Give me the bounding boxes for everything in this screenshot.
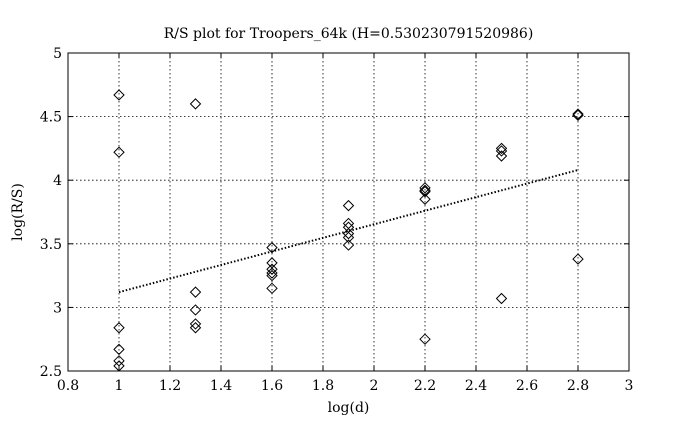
y-tick-label: 3.5 — [40, 237, 62, 253]
data-point-diamond — [189, 304, 202, 316]
data-point-diamond — [419, 185, 431, 198]
data-point-diamond — [342, 227, 355, 240]
x-tick-label: 1.2 — [159, 378, 181, 394]
data-point-diamond — [419, 182, 431, 194]
x-tick-label: 2.8 — [567, 378, 589, 394]
axis-ticks — [67, 52, 630, 372]
grid — [68, 53, 629, 371]
x-tick-label: 2.6 — [516, 378, 538, 394]
data-point-diamond — [495, 142, 508, 155]
data-point-diamond — [266, 241, 278, 254]
data-point-diamond — [189, 286, 202, 298]
data-point-diamond — [266, 282, 278, 295]
data-point-diamond — [419, 333, 431, 345]
x-tick-label: 1.8 — [312, 378, 334, 394]
data-point-diamond — [342, 199, 355, 212]
y-axis-label: log(R/S) — [10, 183, 26, 241]
data-point-diamond — [266, 267, 278, 279]
x-axis-label: log(d) — [328, 400, 370, 416]
data-point-diamond — [266, 263, 278, 275]
y-tick-label: 2.5 — [40, 364, 62, 380]
y-tick-label: 4.5 — [40, 110, 62, 126]
chart-title: R/S plot for Troopers_64k (H=0.530230791… — [164, 26, 534, 42]
data-point-diamond — [495, 292, 508, 305]
x-tick-label: 1.4 — [210, 378, 232, 394]
data-point-diamond — [495, 150, 508, 162]
data-point-diamond — [113, 322, 125, 334]
x-tick-label: 1 — [115, 378, 124, 394]
x-tick-label: 2.2 — [414, 378, 436, 394]
data-point-diamond — [342, 217, 355, 230]
y-tick-label: 3 — [53, 300, 62, 316]
data-point-diamond — [189, 98, 202, 110]
data-point-diamond — [419, 184, 431, 197]
data-point-diamond — [342, 231, 355, 244]
fit-line — [118, 169, 579, 294]
data-point-diamond — [189, 318, 202, 330]
data-point-diamond — [342, 221, 355, 233]
data-point-diamond — [572, 108, 584, 120]
data-point-diamond — [572, 109, 584, 122]
tick-labels: 0.8 1 1.2 1.4 1.6 1.8 2 2.2 2.4 2.6 2.8 3 2.5 3 3.5 4 4.… — [40, 46, 634, 394]
y-tick-label: 4 — [53, 173, 62, 189]
data-point-diamond — [113, 89, 125, 101]
data-point-diamond — [419, 193, 431, 205]
data-point-diamond — [189, 322, 202, 334]
x-tick-label: 3 — [625, 378, 634, 394]
y-tick-label: 5 — [53, 46, 62, 62]
data-point-diamond — [113, 355, 125, 367]
data-point-diamond — [572, 253, 584, 265]
data-point-diamond — [342, 239, 355, 251]
x-tick-label: 2 — [370, 378, 379, 394]
data-point-diamond — [113, 343, 125, 356]
plot-frame — [67, 52, 630, 372]
data-point-diamond — [495, 145, 508, 157]
data-point-diamond — [113, 146, 125, 158]
x-tick-label: 2.4 — [465, 378, 487, 394]
x-tick-label: 0.8 — [57, 378, 79, 394]
data-point-diamond — [266, 269, 278, 282]
x-tick-label: 1.6 — [261, 378, 283, 394]
data-points — [113, 89, 584, 372]
fit-line-group — [118, 169, 579, 294]
